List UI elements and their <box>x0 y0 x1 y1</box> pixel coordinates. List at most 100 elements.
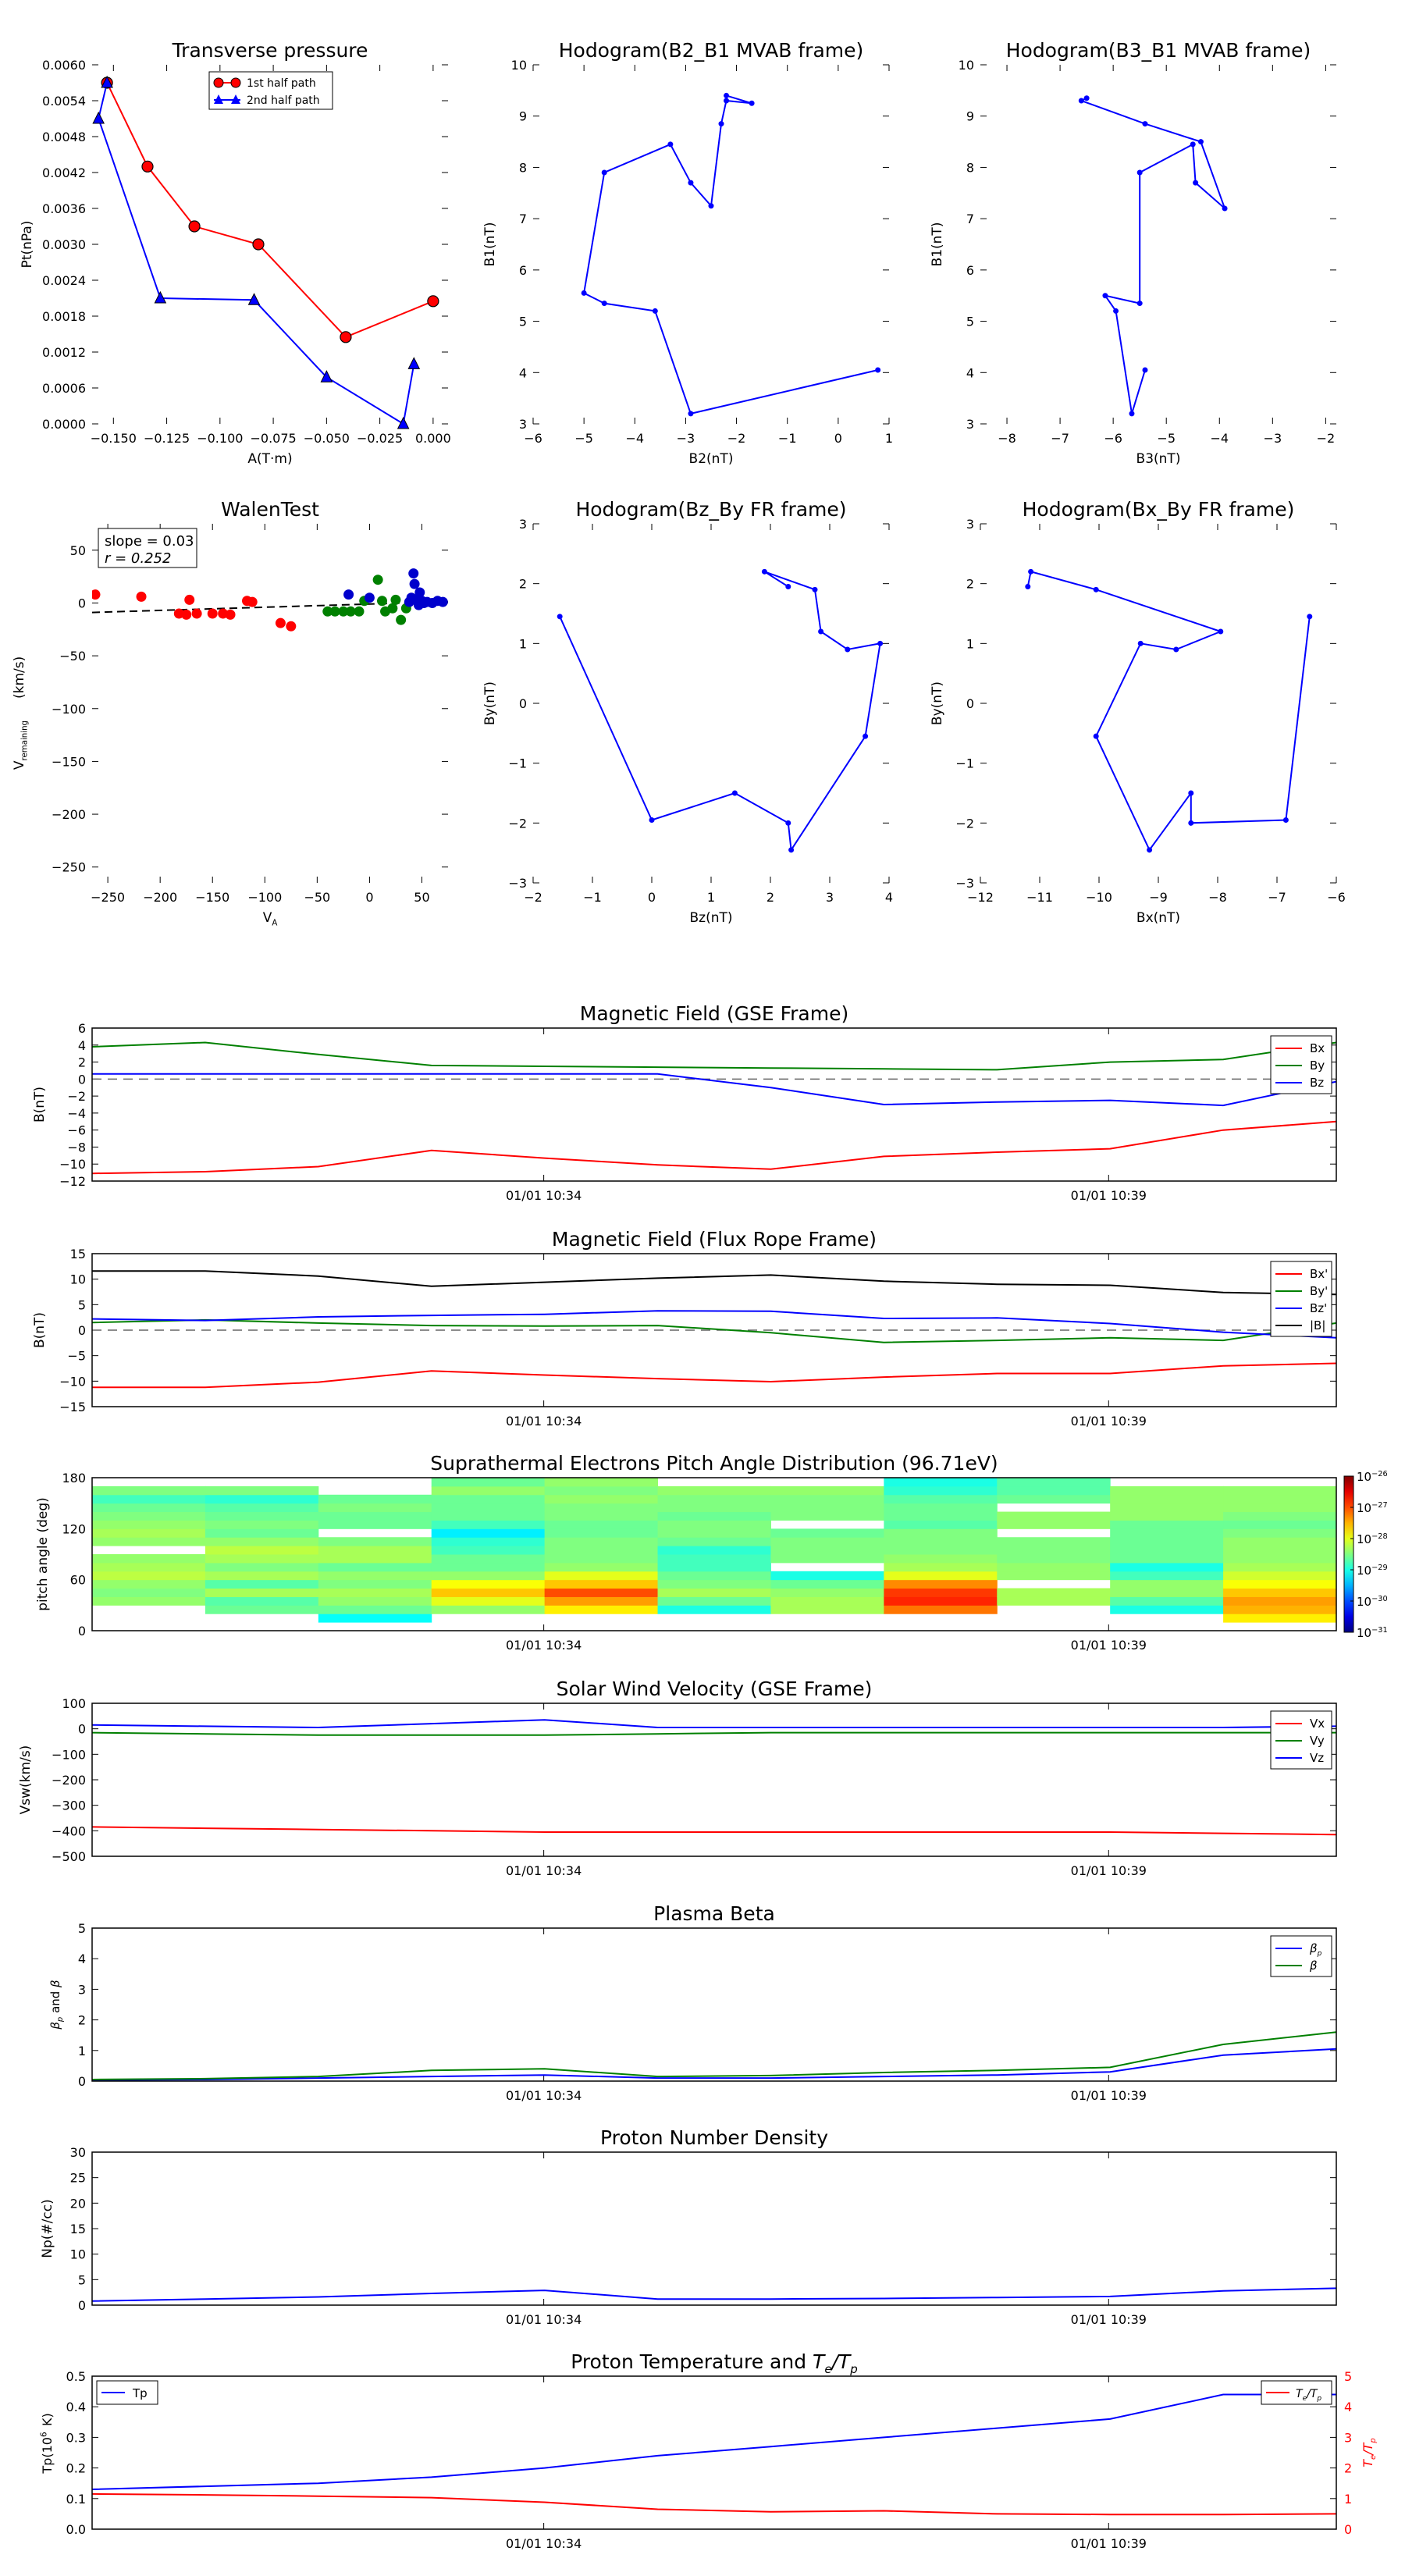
y-tick-label: 0 <box>78 1722 86 1737</box>
heatmap-cell <box>884 1588 998 1597</box>
y-tick-label: 30 <box>70 2145 86 2160</box>
heatmap-cell <box>92 1596 206 1606</box>
x-axis-label: B3(nT) <box>1136 451 1181 467</box>
y-tick-label: −10 <box>59 1374 86 1389</box>
heatmap-cell <box>770 1579 884 1589</box>
data-point <box>581 290 587 296</box>
x-tick-label: 50 <box>414 890 429 905</box>
data-point <box>252 238 265 251</box>
data-point <box>1093 586 1099 592</box>
chart-title: Plasma Beta <box>653 1902 775 1925</box>
data-point <box>340 331 352 343</box>
heatmap-cell <box>318 1562 432 1572</box>
series-line <box>91 1041 1337 1071</box>
plot-frame <box>91 2151 1337 2306</box>
heatmap-cell <box>1223 1520 1337 1529</box>
chart-title: Solar Wind Velocity (GSE Frame) <box>557 1678 873 1700</box>
series-line <box>91 1826 1337 1836</box>
data-point <box>1025 584 1031 589</box>
y2-tick-label: 4 <box>1344 2400 1352 2414</box>
x-axis-label: VA <box>263 910 278 927</box>
colorbar-label: 10−27 <box>1357 1501 1388 1515</box>
y-axis-label: B1(nT) <box>930 222 945 267</box>
y-tick-label: 0.0012 <box>42 345 86 360</box>
y-axis-label-unit: K) <box>40 2413 55 2426</box>
heatmap-cell <box>431 1562 546 1572</box>
heatmap-cell <box>205 1511 319 1521</box>
heatmap-cell <box>884 1571 998 1581</box>
heatmap-cell <box>92 1485 206 1496</box>
legend-label: βp <box>1309 1941 1322 1958</box>
heatmap-cell <box>205 1494 319 1504</box>
data-point <box>414 587 425 598</box>
series-line <box>92 1073 1337 1107</box>
y2-axis-label-text: Te/Tp <box>1361 2438 1378 2467</box>
data-point <box>1078 98 1084 104</box>
y2-axis-label: Te/Tp <box>1361 2438 1378 2467</box>
heatmap-cell <box>1110 1494 1224 1504</box>
chart-mf_fr: −15 −10 −5 0 5 10 15 01/01 10:34 01/01 10:39 Magn… <box>32 1228 1337 1429</box>
legend-marker <box>214 94 223 104</box>
plot-frame <box>91 1477 1337 1631</box>
chart-pad: 0 60 120 180 01/01 10:34 01/01 10:39 Suprather… <box>35 1452 1388 1653</box>
time-tick-label: 01/01 10:39 <box>1071 1188 1147 1203</box>
y-tick-label: 0.0042 <box>42 165 86 180</box>
heatmap-cell <box>92 1511 206 1521</box>
chart-h3: Hodogram(Bz_By FR frame)−2 −1 0 1 2 3 4−3−2−10… <box>482 498 893 926</box>
data-point <box>1142 121 1148 127</box>
data-point <box>247 596 258 607</box>
y-tick-label: 0 <box>519 696 527 711</box>
data-point <box>718 121 724 127</box>
y-tick-label: 5 <box>78 1297 86 1312</box>
y2-tick-label: 0 <box>1344 2522 1352 2537</box>
data-point <box>1102 293 1108 299</box>
y-tick-label: 0.4 <box>66 2400 86 2414</box>
heatmap-cell <box>884 1596 998 1606</box>
heatmap-cell <box>657 1537 771 1546</box>
y-tick-label: 2 <box>966 577 974 592</box>
y-tick-label: 6 <box>966 263 974 278</box>
x-tick-label: 1 <box>707 890 715 905</box>
data-point <box>1188 820 1194 826</box>
chart-wt: WalenTest −250 −200 −150 −100 −50 0 50 −250 −200 −… <box>12 498 448 927</box>
hodogram-path <box>559 571 881 852</box>
time-tick-label: 01/01 10:39 <box>1071 1414 1147 1429</box>
y-tick-label: 8 <box>519 160 527 175</box>
y-tick-label: 0.0054 <box>42 94 86 109</box>
y-tick-label: −2 <box>955 816 974 831</box>
data-point <box>329 606 340 617</box>
time-tick-label: 01/01 10:39 <box>1071 1863 1147 1878</box>
heatmap-cell <box>1110 1503 1224 1513</box>
x-axis-label: B2(nT) <box>689 451 734 467</box>
legend-marker <box>230 77 241 88</box>
heatmap-cell <box>657 1562 771 1572</box>
y-axis-label: pitch angle (deg) <box>35 1497 51 1611</box>
data-point <box>1093 733 1099 739</box>
data-point <box>154 290 167 304</box>
time-tick-label: 01/01 10:34 <box>506 2536 582 2551</box>
data-point <box>1129 411 1135 417</box>
heatmap-cell <box>884 1494 998 1504</box>
y-axis-label: βp and β <box>48 1980 65 2030</box>
x-tick-label: −8 <box>998 431 1016 446</box>
series-line <box>91 1310 1337 1339</box>
heatmap-cell <box>657 1596 771 1606</box>
chart-vsw: −500 −400 −300 −200 −100 0 100 01/01 10:34 01/01… <box>18 1678 1337 1878</box>
x-tick-label: −50 <box>304 890 330 905</box>
data-point <box>101 75 113 88</box>
heatmap-cell <box>92 1579 206 1589</box>
x-tick-label: −100 <box>247 890 282 905</box>
data-point <box>601 169 607 176</box>
heatmap-cell <box>544 1528 659 1538</box>
heatmap-cell <box>318 1588 432 1597</box>
heatmap-cell <box>205 1503 319 1513</box>
data-point <box>1136 301 1143 307</box>
y-tick-label: 7 <box>966 212 974 226</box>
data-point <box>877 640 884 646</box>
data-point <box>188 220 201 233</box>
y-tick-label: 3 <box>966 417 974 432</box>
data-point <box>1197 139 1204 145</box>
x-tick-label: −250 <box>91 890 125 905</box>
data-point <box>749 100 755 106</box>
chart-temp: 0.0 0.1 0.2 0.3 0.4 0.5 01/01 10:34 01/01 10:39… <box>40 2350 1378 2551</box>
